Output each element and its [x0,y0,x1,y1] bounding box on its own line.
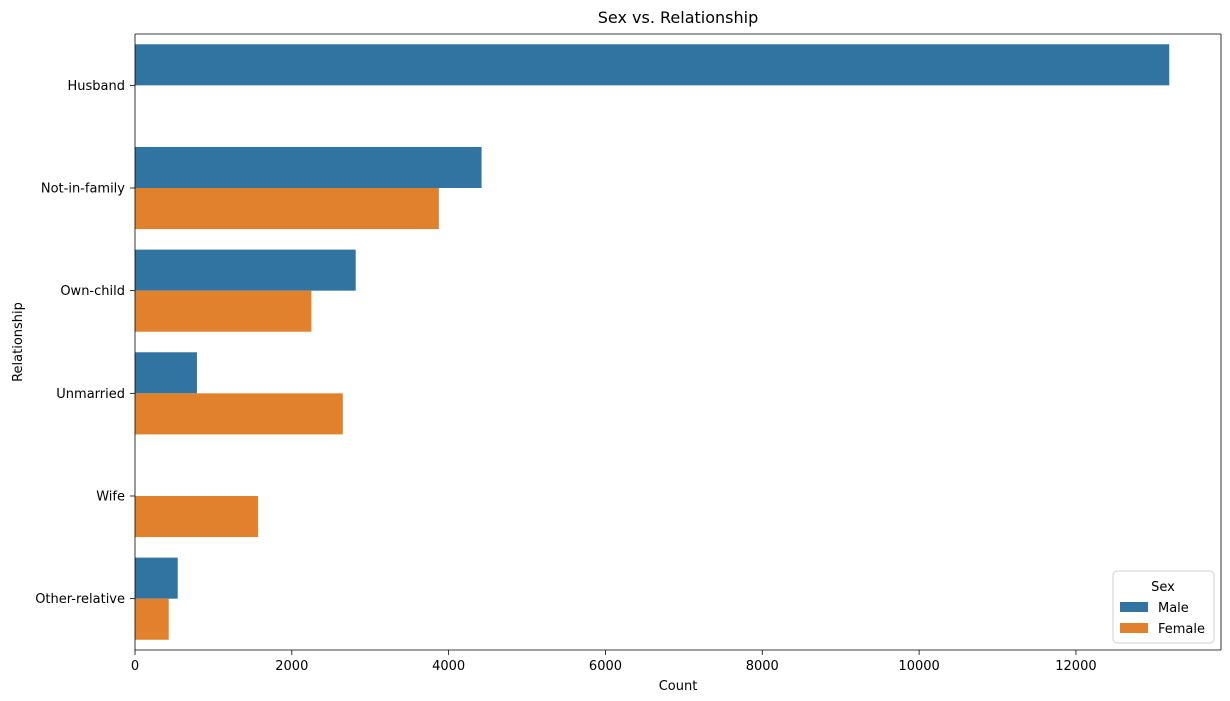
x-tick-label-12000: 12000 [1055,659,1096,674]
legend-swatch-female [1120,623,1148,633]
y-tick-label-own-child: Own-child [60,284,125,299]
x-tick-label-2000: 2000 [275,659,308,674]
legend-label-female: Female [1158,622,1205,637]
bar-female-unmarried [135,393,343,435]
bar-male-husband [135,44,1170,86]
x-axis-label: Count [659,679,698,694]
legend-title: Sex [1151,580,1175,595]
bars-layer [135,44,1170,640]
x-tick-label-6000: 6000 [589,659,622,674]
y-axis-label: Relationship [11,302,26,382]
bar-female-not-in-family [135,188,439,230]
y-tick-label-other-relative: Other-relative [35,592,125,607]
bar-male-unmarried [135,352,197,394]
bar-female-other-relative [135,598,169,640]
chart-title: Sex vs. Relationship [598,8,758,27]
axes-layer: 0 2000 4000 6000 8000 10000 12000 Husband Not-in… [35,33,1222,674]
x-tick-label-10000: 10000 [898,659,939,674]
x-tick-label-4000: 4000 [432,659,465,674]
legend: Sex Male Female [1112,570,1215,644]
legend-swatch-male [1120,602,1148,612]
bar-female-wife [135,496,259,538]
x-tick-label-0: 0 [131,659,139,674]
bar-male-other-relative [135,557,178,599]
bar-male-own-child [135,249,356,291]
x-tick-label-8000: 8000 [746,659,779,674]
legend-label-male: Male [1158,601,1189,616]
y-tick-label-not-in-family: Not-in-family [41,182,125,197]
y-tick-label-wife: Wife [96,490,125,505]
y-tick-label-unmarried: Unmarried [56,387,125,402]
bar-female-own-child [135,290,312,332]
bar-male-not-in-family [135,146,482,188]
y-tick-label-husband: Husband [68,79,126,94]
